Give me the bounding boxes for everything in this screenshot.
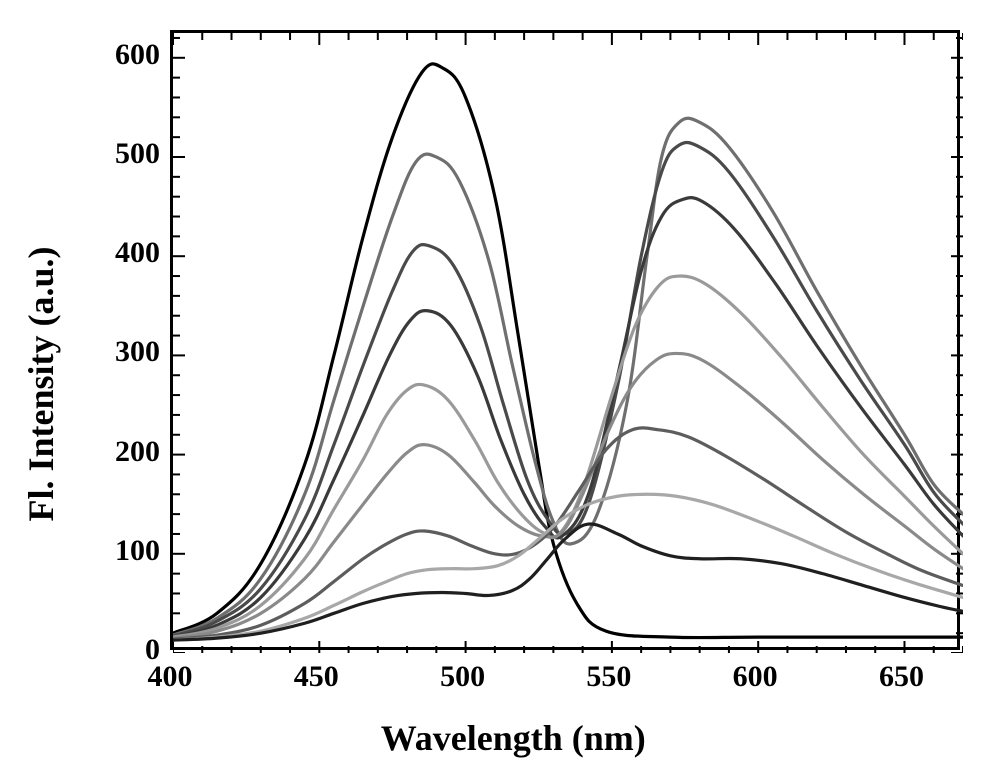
y-tick-label: 600 bbox=[100, 38, 160, 72]
y-tick-label: 0 bbox=[100, 633, 160, 667]
spectrum-line bbox=[173, 142, 963, 636]
y-tick-label: 100 bbox=[100, 534, 160, 568]
plot-svg bbox=[173, 33, 963, 653]
y-tick-label: 400 bbox=[100, 236, 160, 270]
plot-area bbox=[170, 30, 960, 650]
x-tick-label: 550 bbox=[586, 660, 631, 694]
spectrum-line bbox=[173, 198, 963, 638]
y-tick-label: 300 bbox=[100, 335, 160, 369]
spectrum-line bbox=[173, 64, 963, 638]
x-tick-label: 450 bbox=[294, 660, 339, 694]
x-tick-label: 500 bbox=[440, 660, 485, 694]
spectrum-line bbox=[173, 494, 963, 640]
x-axis-label: Wavelength (nm) bbox=[381, 717, 646, 759]
y-tick-label: 500 bbox=[100, 137, 160, 171]
x-tick-label: 650 bbox=[879, 660, 924, 694]
chart-container: Fl. Intensity (a.u.) Wavelength (nm) 400… bbox=[0, 0, 1000, 767]
y-tick-label: 200 bbox=[100, 435, 160, 469]
y-axis-label: Fl. Intensity (a.u.) bbox=[20, 246, 62, 521]
x-tick-label: 600 bbox=[733, 660, 778, 694]
